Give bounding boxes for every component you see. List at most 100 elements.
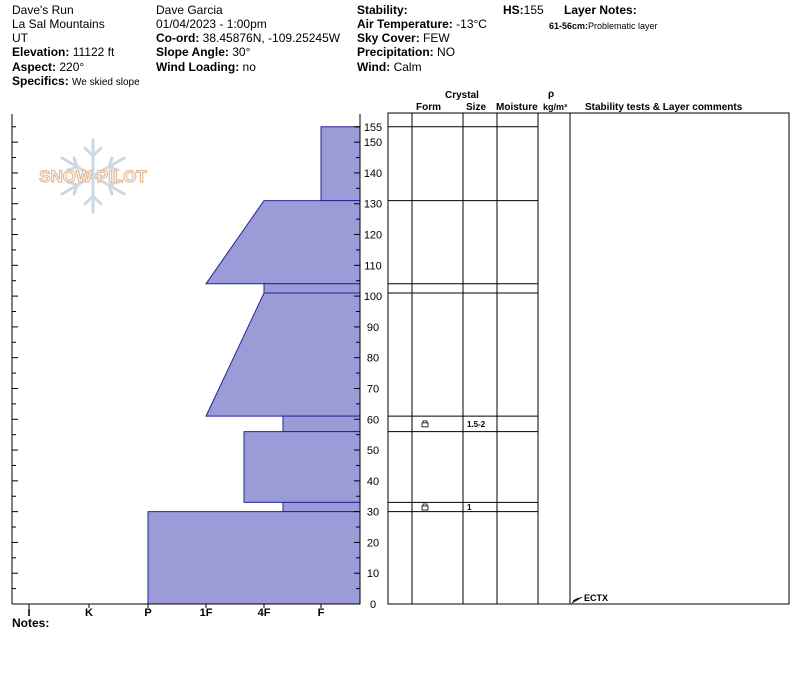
stability-test-label: ECTX (584, 593, 608, 603)
depth-label: 30 (367, 507, 379, 519)
mountain-range: La Sal Mountains (12, 17, 105, 31)
depth-label: 20 (367, 537, 379, 549)
hs-value: 155 (523, 3, 544, 17)
comments-header: Stability tests & Layer comments (585, 102, 743, 113)
grain-size: 1.5-2 (467, 420, 486, 429)
snowflake-icon (60, 138, 126, 214)
depth-label: 60 (367, 414, 379, 426)
depth-label: 50 (367, 445, 379, 457)
hardness-layer (243, 431, 361, 503)
depth-label: 40 (367, 476, 379, 488)
logo-text: SNOW PILOT (39, 167, 147, 186)
sky-value: FEW (423, 31, 450, 45)
air-temp-label: Air Temperature: (357, 17, 453, 31)
grain-size: 1 (467, 503, 472, 512)
hardness-layer (205, 200, 361, 285)
hardness-label: P (144, 607, 151, 619)
elevation-label: Elevation: (12, 45, 70, 59)
specifics: Specifics: We skied slope (12, 74, 140, 90)
rho-header: ρ (548, 89, 555, 100)
date-time: 01/04/2023 - 1:00pm (156, 17, 267, 31)
depth-label: 10 (367, 568, 379, 580)
hardness-label: 1F (200, 607, 213, 619)
faceted-crystal-icon (421, 420, 429, 428)
stability-label: Stability: (357, 3, 408, 17)
layer-note-depth: 61-56cm: (549, 21, 589, 31)
wind-loading-value: no (242, 60, 256, 74)
depth-label: 150 (364, 137, 382, 149)
precip-value: NO (437, 45, 456, 59)
depth-label: 155 (364, 122, 382, 134)
notes-label: Notes: (12, 616, 50, 630)
layer-table (387, 112, 790, 605)
left-tick-marks (12, 126, 18, 605)
layer-row: 1 (421, 503, 472, 512)
hardness-axis: I K P 1F 4F F (27, 604, 325, 619)
slope-angle: Slope Angle: 30° (156, 45, 250, 59)
hardness-layer (320, 126, 361, 202)
aspect-value: 220° (59, 60, 85, 74)
layer-rows: 1.5-2 1 (421, 420, 486, 512)
hardness-label: K (85, 607, 93, 619)
hardness-layer (205, 292, 361, 417)
depth-label: 90 (367, 322, 379, 334)
depth-label: 110 (364, 260, 382, 272)
layer-row: 1.5-2 (421, 420, 486, 429)
air-temp-value: -13°C (456, 17, 487, 31)
wind-label: Wind: (357, 60, 391, 74)
hs: HS:155 (503, 3, 544, 17)
elevation: Elevation: 11122 ft (12, 45, 114, 59)
moisture-header: Moisture (496, 102, 538, 113)
wind: Wind: Calm (357, 60, 422, 74)
form-header: Form (416, 102, 441, 113)
observer: Dave Garcia (156, 3, 223, 17)
hs-label: HS: (503, 3, 524, 17)
slope-value: 30° (232, 45, 251, 59)
sky-cover: Sky Cover: FEW (357, 31, 450, 45)
depth-axis: 0 10 20 30 40 50 60 70 80 90 100 110 120 130 140 150 155 (364, 122, 382, 611)
depth-label: 70 (367, 383, 379, 395)
site-name: Dave's Run (12, 3, 74, 17)
specifics-label: Specifics: (12, 74, 69, 88)
wind-loading-label: Wind Loading: (156, 60, 240, 74)
density-unit-header: kg/m³ (543, 102, 568, 112)
precipitation: Precipitation: NO (357, 45, 455, 59)
coord-label: Co-ord: (156, 31, 200, 45)
hardness-label: I (27, 607, 30, 619)
layer-note: 61-56cm:Problematic layer (549, 18, 658, 33)
hardness-frame (11, 114, 361, 605)
right-tick-marks (354, 126, 360, 605)
hardness-label: 4F (258, 607, 271, 619)
layer-boundaries (388, 126, 538, 513)
crystal-header: Crystal (445, 90, 479, 101)
specifics-value: We skied slope (72, 77, 140, 88)
snowpilot-logo: SNOW PILOT (39, 138, 148, 214)
coordinates: Co-ord: 38.45876N, -109.25245W (156, 31, 340, 45)
depth-label: 100 (364, 291, 382, 303)
size-header: Size (466, 102, 487, 113)
depth-label: 120 (364, 230, 382, 242)
stability-test-marker: ECTX (571, 593, 608, 604)
sky-label: Sky Cover: (357, 31, 420, 45)
state: UT (12, 31, 28, 45)
air-temperature: Air Temperature: -13°C (357, 17, 487, 31)
wind-value: Calm (393, 60, 422, 74)
hardness-layer (147, 511, 361, 605)
coord-value: 38.45876N, -109.25245W (202, 31, 341, 45)
aspect: Aspect: 220° (12, 60, 84, 74)
wind-loading: Wind Loading: no (156, 60, 256, 74)
slope-label: Slope Angle: (156, 45, 229, 59)
elevation-value: 11122 ft (72, 45, 115, 59)
depth-label: 140 (364, 168, 382, 180)
layer-notes-label: Layer Notes: (564, 3, 637, 17)
hardness-profile (147, 126, 361, 605)
hardness-layer (282, 501, 361, 513)
hardness-layer (282, 415, 361, 433)
depth-label: 80 (367, 353, 379, 365)
aspect-label: Aspect: (12, 60, 57, 74)
faceted-crystal-icon (421, 503, 429, 511)
hardness-layer (263, 283, 361, 294)
depth-label: 130 (364, 199, 382, 211)
hardness-label: F (318, 607, 325, 619)
